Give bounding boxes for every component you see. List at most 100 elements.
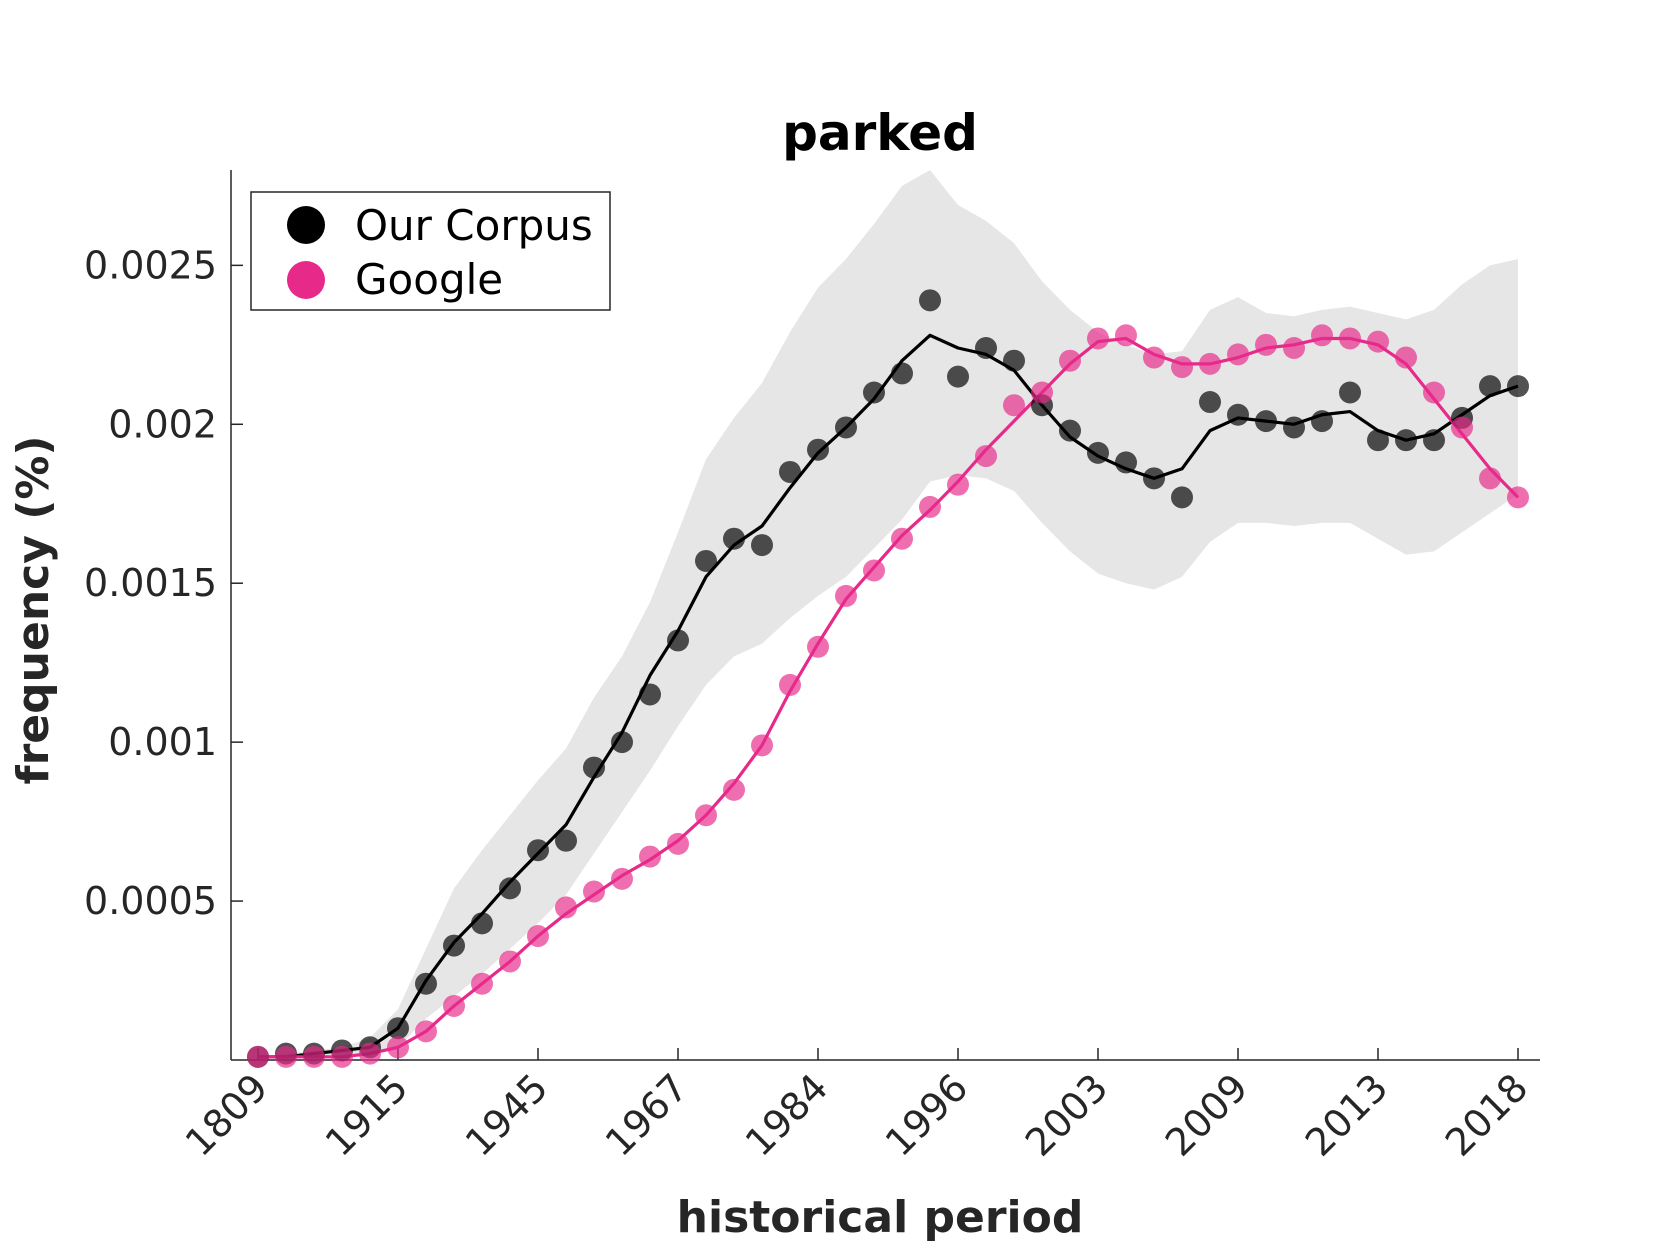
google-point (247, 1045, 269, 1068)
our-corpus-point (919, 289, 941, 312)
our-corpus-point (1367, 429, 1389, 452)
our-corpus-point (1087, 441, 1109, 464)
google-point (723, 778, 745, 801)
google-point (1255, 333, 1277, 356)
our-corpus-point (1423, 429, 1445, 452)
y-tick-label: 0.001 (108, 720, 217, 764)
x-tick-label: 1996 (877, 1065, 977, 1165)
google-trend-line (258, 336, 1520, 1059)
google-point (1087, 327, 1109, 350)
google-point (1283, 337, 1305, 359)
our-corpus-point (555, 829, 577, 852)
x-tick-label: 1967 (597, 1065, 697, 1165)
our-corpus-point (527, 839, 549, 862)
google-point (1227, 343, 1249, 366)
google-point (1423, 381, 1445, 404)
x-tick-label: 2018 (1437, 1065, 1537, 1165)
legend-marker-google (287, 261, 325, 299)
our-corpus-point (471, 912, 493, 935)
our-corpus-point (1507, 375, 1529, 398)
legend-marker-our-corpus (287, 206, 325, 244)
google-point (611, 867, 633, 890)
our-corpus-point (611, 731, 633, 754)
our-corpus-point (975, 337, 997, 359)
google-point (751, 734, 773, 757)
google-point (415, 1020, 437, 1043)
google-point (1479, 467, 1501, 490)
google-point (1507, 486, 1529, 509)
x-tick-label: 1915 (317, 1065, 417, 1165)
our-corpus-point (1255, 410, 1277, 433)
google-point (695, 804, 717, 827)
our-corpus-point (1171, 486, 1193, 509)
y-tick-label: 0.0025 (84, 243, 217, 287)
y-axis-label: frequency (%) (8, 435, 59, 784)
google-point (639, 845, 661, 868)
our-corpus-point (1395, 429, 1417, 452)
google-point (667, 832, 689, 855)
our-corpus-point (751, 534, 773, 557)
y-tick-label: 0.002 (108, 402, 217, 446)
google-point (583, 880, 605, 903)
our-corpus-point (1143, 467, 1165, 490)
google-point (1115, 324, 1137, 347)
x-tick-label: 1809 (177, 1065, 277, 1165)
our-corpus-point (1227, 403, 1249, 426)
x-tick-label: 2003 (1017, 1065, 1117, 1165)
smoothed-lines (258, 333, 1520, 1059)
google-point (863, 559, 885, 582)
our-corpus-point (779, 460, 801, 483)
google-point (1003, 394, 1025, 417)
google-point (499, 950, 521, 973)
google-point (527, 925, 549, 948)
our-corpus-point (415, 972, 437, 995)
our-corpus-point (1339, 381, 1361, 404)
x-tick-label: 1945 (457, 1065, 557, 1165)
google-point (1143, 346, 1165, 369)
google-point (443, 994, 465, 1017)
our-corpus-point (695, 549, 717, 572)
our-corpus-point (1283, 416, 1305, 439)
google-point (1451, 416, 1473, 439)
google-point (275, 1045, 297, 1068)
google-point (1171, 356, 1193, 379)
our-corpus-point (835, 416, 857, 439)
our-corpus-point (891, 362, 913, 385)
google-point (975, 445, 997, 468)
axes (230, 170, 1540, 1061)
google-point (807, 635, 829, 658)
data-points (247, 289, 1529, 1068)
our-corpus-point (1311, 410, 1333, 433)
google-point (555, 896, 577, 919)
our-corpus-point (947, 365, 969, 388)
our-corpus-point (1199, 391, 1221, 414)
our-corpus-point (639, 683, 661, 706)
google-point (1367, 330, 1389, 353)
google-point (919, 495, 941, 518)
our-corpus-trend-line (258, 333, 1519, 1059)
google-point (359, 1042, 381, 1065)
x-tick-label: 1984 (737, 1065, 837, 1165)
google-point (387, 1036, 409, 1059)
google-point (891, 527, 913, 550)
google-point (303, 1045, 325, 1068)
legend-label-google: Google (355, 255, 503, 304)
legend-label-our-corpus: Our Corpus (355, 201, 593, 250)
our-corpus-point (723, 527, 745, 550)
our-corpus-point (1059, 419, 1081, 442)
google-point (331, 1045, 353, 1068)
our-corpus-point (807, 438, 829, 461)
google-point (1339, 327, 1361, 350)
google-point (947, 473, 969, 496)
y-tick-label: 0.0015 (84, 561, 217, 605)
our-corpus-point (1115, 451, 1137, 474)
our-corpus-point (583, 756, 605, 779)
google-point (1311, 324, 1333, 347)
our-corpus-point (387, 1017, 409, 1040)
x-tick-label: 2009 (1157, 1065, 1257, 1165)
google-point (779, 673, 801, 696)
our-corpus-point (443, 934, 465, 957)
our-corpus-point (1003, 349, 1025, 372)
google-point (835, 584, 857, 607)
